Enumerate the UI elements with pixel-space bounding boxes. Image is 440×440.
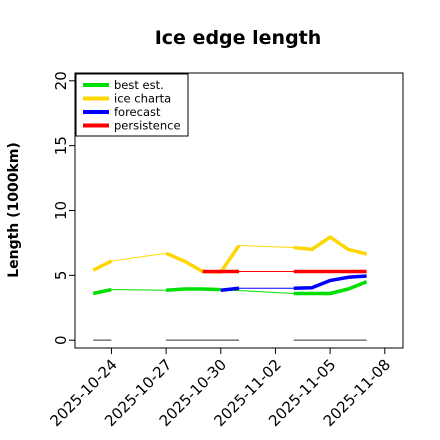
series-0-segment-1	[165, 287, 221, 293]
series-0-segment-2	[293, 280, 368, 296]
series-2	[220, 274, 367, 293]
y-tick-label: 10	[52, 201, 70, 220]
y-axis-label: Length (1000km)	[6, 142, 22, 278]
series-1-segment-1	[165, 244, 241, 274]
plot-area	[92, 235, 368, 342]
series-1	[92, 235, 368, 274]
y-tick-label: 15	[52, 136, 70, 155]
chart-title: Ice edge length	[155, 27, 322, 49]
y-tick-label: 0	[52, 335, 70, 345]
x-ticks: 2025-10-242025-10-272025-10-302025-11-02…	[46, 348, 394, 430]
series-2-segment-0	[220, 286, 240, 293]
series-2-segment-1	[293, 274, 367, 291]
legend-label-1: ice charta	[114, 92, 171, 106]
series-1-segment-2	[293, 235, 368, 256]
legend-label-0: best est.	[114, 78, 164, 92]
y-tick-label: 5	[52, 271, 70, 281]
legend-label-2: forecast	[114, 105, 161, 119]
y-tick-label: 20	[52, 71, 70, 90]
series-1-connector-1	[238, 245, 294, 248]
legend-label-3: persistence	[114, 119, 181, 133]
series-0-segment-0	[92, 287, 112, 296]
y-ticks: 0 5 10 15 20	[52, 71, 75, 345]
series-0-connector-0	[111, 289, 167, 291]
series-1-connector-0	[111, 252, 167, 262]
series-1-segment-0	[92, 259, 113, 272]
